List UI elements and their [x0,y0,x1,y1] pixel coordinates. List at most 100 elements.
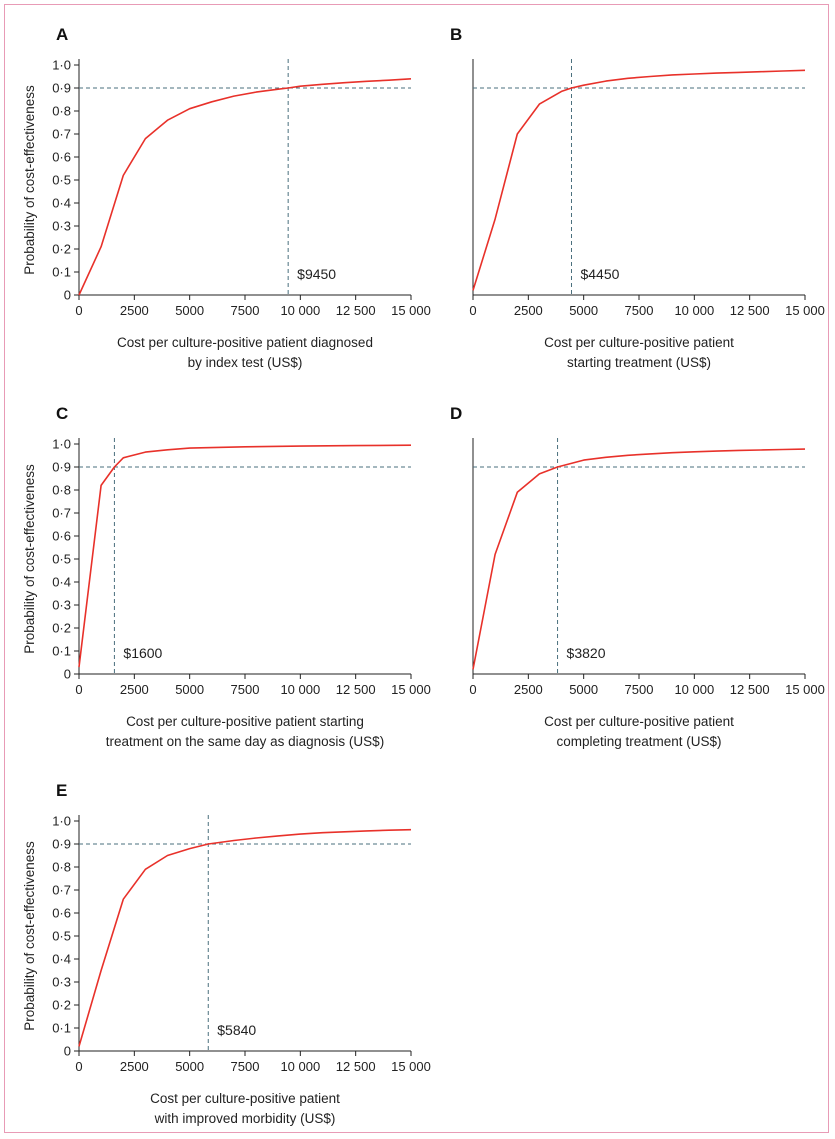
y-tick-label-a-3: 0·3 [52,219,71,234]
x-axis-label-line-e-1: with improved morbidity (US$) [154,1111,336,1126]
threshold-annotation-d: $3820 [567,645,606,661]
x-tick-label-c-4: 10 000 [280,682,320,697]
threshold-annotation-e: $5840 [217,1022,256,1038]
x-tick-label-d-0: 0 [469,682,476,697]
y-tick-label-c-5: 0·5 [52,552,71,567]
y-tick-label-e-2: 0·2 [52,998,71,1013]
x-tick-label-a-0: 0 [75,303,82,318]
y-tick-label-e-10: 1·0 [52,814,71,829]
x-tick-label-e-0: 0 [75,1059,82,1074]
y-tick-label-a-5: 0·5 [52,173,71,188]
x-tick-label-c-5: 12 500 [336,682,376,697]
y-tick-label-a-2: 0·2 [52,242,71,257]
panel-label-c: C [56,404,68,423]
y-tick-label-c-3: 0·3 [52,598,71,613]
y-tick-label-a-10: 1·0 [52,58,71,73]
y-axis-label-c: Probability of cost-effectiveness [22,464,37,654]
x-tick-label-b-4: 10 000 [674,303,714,318]
x-tick-label-b-5: 12 500 [730,303,770,318]
cost-effectiveness-curve-c [78,444,412,668]
x-axis-label-line-c-0: Cost per culture-positive patient starti… [126,714,364,729]
y-tick-label-a-9: 0·9 [52,81,71,96]
threshold-annotation-c: $1600 [123,645,162,661]
cost-effectiveness-curve-d [472,448,806,670]
x-axis-label-line-b-1: starting treatment (US$) [567,355,711,370]
y-tick-label-c-4: 0·4 [52,575,71,590]
x-tick-label-b-0: 0 [469,303,476,318]
x-tick-label-e-1: 2500 [120,1059,149,1074]
y-tick-label-c-6: 0·6 [52,529,71,544]
chart-c-svg: C 0 0·1 0·2 0·3 0·4 0·5 0·6 0·7 0·8 0·9 1·0 0 2500 500… [22,404,431,749]
x-axis-label-line-a-0: Cost per culture-positive patient diagno… [117,335,373,350]
x-tick-label-c-0: 0 [75,682,82,697]
panel-label-e: E [56,781,67,800]
y-tick-label-e-0: 0 [64,1044,71,1059]
y-tick-label-e-4: 0·4 [52,952,71,967]
x-tick-label-d-2: 5000 [569,682,598,697]
x-tick-label-a-2: 5000 [175,303,204,318]
y-tick-label-c-8: 0·8 [52,483,71,498]
chart-e-svg: E 0 0·1 0·2 0·3 0·4 0·5 0·6 0·7 0·8 0·9 1·0 0 2500 500… [22,781,431,1126]
x-tick-label-c-6: 15 000 [391,682,431,697]
y-axis-label-a: Probability of cost-effectiveness [22,85,37,275]
x-tick-label-c-2: 5000 [175,682,204,697]
chart-panel-e: E 0 0·1 0·2 0·3 0·4 0·5 0·6 0·7 0·8 0·9 1·0 0 2500 500… [4,766,431,1131]
chart-a-svg: A 0 0·1 0·2 0·3 0·4 0·5 0·6 0·7 0·8 0·9 1·0 0 2500 500… [22,25,431,370]
x-axis-label-line-d-0: Cost per culture-positive patient [544,714,734,729]
x-axis-label-line-d-1: completing treatment (US$) [556,734,721,749]
x-tick-label-a-5: 12 500 [336,303,376,318]
x-tick-label-c-1: 2500 [120,682,149,697]
y-tick-label-a-4: 0·4 [52,196,71,211]
y-tick-label-c-7: 0·7 [52,506,71,521]
threshold-annotation-b: $4450 [580,266,619,282]
threshold-annotation-a: $9450 [297,266,336,282]
y-tick-label-a-8: 0·8 [52,104,71,119]
cost-effectiveness-curve-a [78,78,412,296]
chart-panel-d: D 0 2500 5000 7500 10 000 12 500 15 000 Cost per… [398,389,825,754]
chart-panel-b: B 0 2500 5000 7500 10 000 12 500 15 000 Cost per… [398,10,825,375]
x-tick-label-c-3: 7500 [231,682,260,697]
x-tick-label-e-6: 15 000 [391,1059,431,1074]
chart-d-svg: D 0 2500 5000 7500 10 000 12 500 15 000 Cost per… [450,404,825,749]
x-axis-label-a: Cost per culture-positive patient diagno… [117,335,373,370]
x-tick-label-d-4: 10 000 [674,682,714,697]
y-tick-label-e-6: 0·6 [52,906,71,921]
figure-frame [4,4,829,1133]
x-axis-label-line-a-1: by index test (US$) [188,355,303,370]
y-tick-label-c-2: 0·2 [52,621,71,636]
x-tick-label-b-3: 7500 [625,303,654,318]
y-tick-label-c-1: 0·1 [52,644,71,659]
x-tick-label-e-5: 12 500 [336,1059,376,1074]
panel-label-b: B [450,25,462,44]
x-axis-label-c: Cost per culture-positive patient starti… [106,714,384,749]
x-tick-label-a-1: 2500 [120,303,149,318]
x-axis-label-d: Cost per culture-positive patient complet… [544,714,734,749]
x-tick-label-b-2: 5000 [569,303,598,318]
x-tick-label-d-1: 2500 [514,682,543,697]
x-tick-label-e-2: 5000 [175,1059,204,1074]
y-tick-label-c-0: 0 [64,667,71,682]
panel-label-a: A [56,25,68,44]
y-tick-label-c-10: 1·0 [52,437,71,452]
y-tick-label-c-9: 0·9 [52,460,71,475]
x-tick-label-e-3: 7500 [231,1059,260,1074]
y-tick-label-a-7: 0·7 [52,127,71,142]
x-tick-label-b-6: 15 000 [785,303,825,318]
x-axis-label-b: Cost per culture-positive patient startin… [544,335,734,370]
x-tick-label-a-3: 7500 [231,303,260,318]
y-tick-label-a-6: 0·6 [52,150,71,165]
x-axis-label-line-b-0: Cost per culture-positive patient [544,335,734,350]
x-tick-label-a-4: 10 000 [280,303,320,318]
y-tick-label-e-1: 0·1 [52,1021,71,1036]
y-tick-label-e-8: 0·8 [52,860,71,875]
x-tick-label-d-6: 15 000 [785,682,825,697]
x-tick-label-d-3: 7500 [625,682,654,697]
x-tick-label-d-5: 12 500 [730,682,770,697]
x-tick-label-a-6: 15 000 [391,303,431,318]
chart-panel-c: C 0 0·1 0·2 0·3 0·4 0·5 0·6 0·7 0·8 0·9 1·0 0 2500 500… [4,389,431,754]
x-axis-label-line-e-0: Cost per culture-positive patient [150,1091,340,1106]
cost-effectiveness-curve-b [472,69,806,291]
x-axis-label-line-c-1: treatment on the same day as diagnosis (… [106,734,384,749]
x-tick-label-b-1: 2500 [514,303,543,318]
chart-b-svg: B 0 2500 5000 7500 10 000 12 500 15 000 Cost per… [450,25,825,370]
